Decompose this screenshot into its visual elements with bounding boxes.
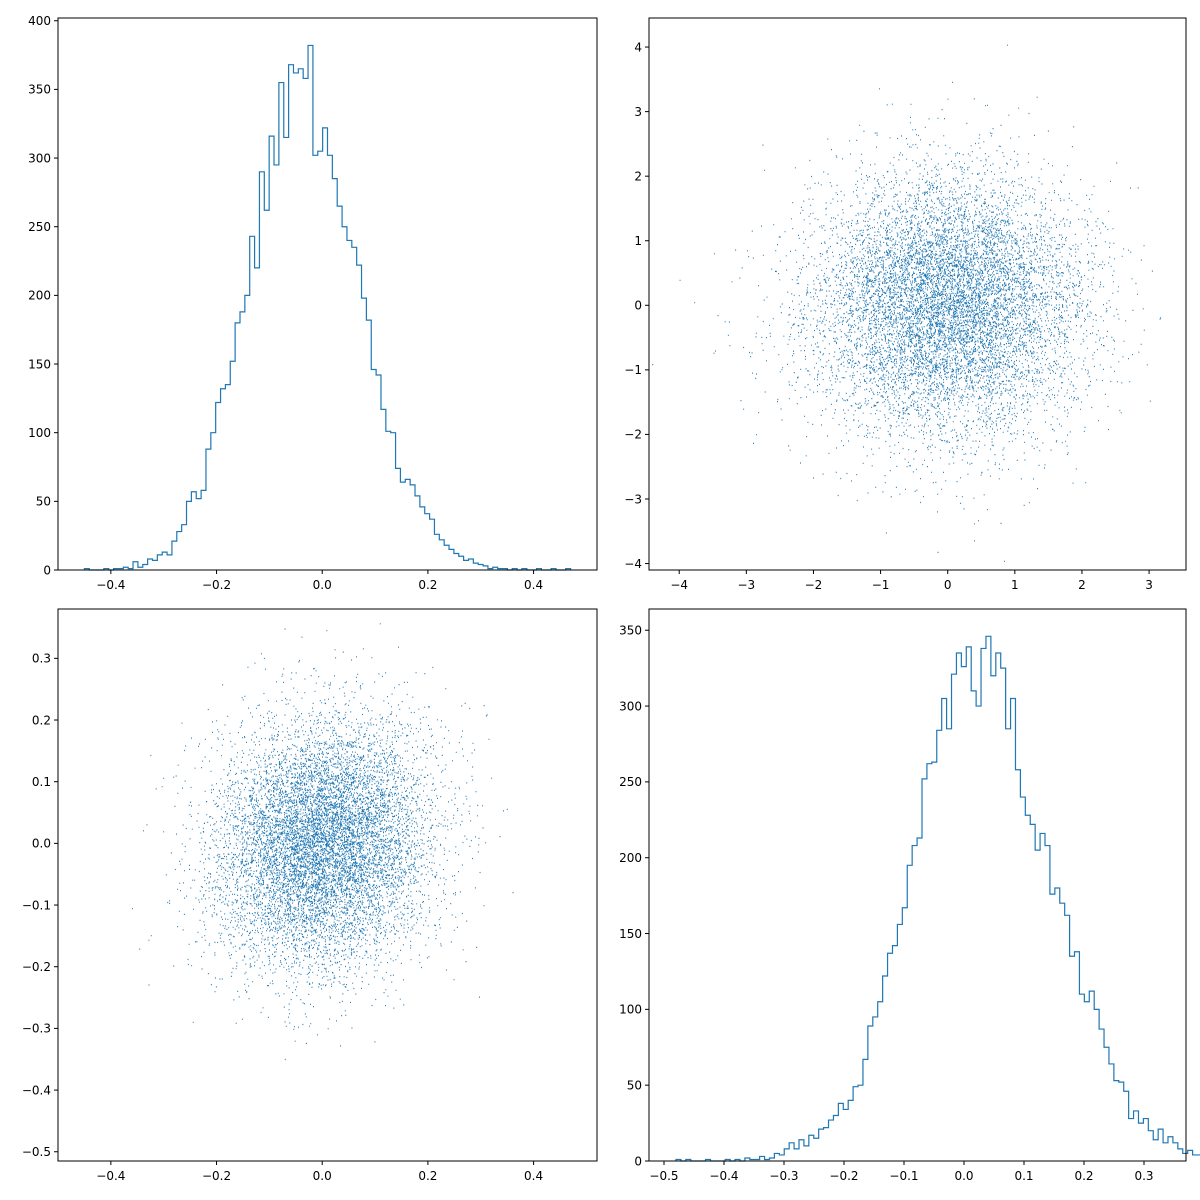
- y-tick-label: 0: [43, 563, 51, 577]
- axes-frame: [648, 17, 1187, 571]
- histogram-top-left: −0.4 −0.2 0.0 0.2 0.4 0 50 100 150 200 250 300 350 40…: [28, 14, 598, 592]
- axes-frame: [57, 17, 598, 571]
- y-tick-label: 0.3: [32, 652, 51, 666]
- scatter-points: [652, 44, 1162, 562]
- y-tick-label: −0.1: [22, 898, 51, 912]
- y-tick-label: 0.2: [32, 713, 51, 727]
- y-tick-label: 250: [619, 775, 642, 789]
- x-tick-label: 0: [944, 578, 952, 592]
- y-tick-label: −4: [624, 557, 642, 571]
- y-tick-label: 3: [634, 105, 642, 119]
- y-tick-label: 150: [28, 357, 51, 371]
- x-tick-label: 0.0: [313, 1169, 332, 1183]
- y-tick-label: −0.2: [22, 960, 51, 974]
- histogram-step-line: [83, 44, 572, 571]
- y-tick-label: −2: [624, 428, 642, 442]
- y-tick-label: −3: [624, 492, 642, 506]
- histogram-bottom-right: −0.5 −0.4 −0.3 −0.2 −0.1 0.0 0.1 0.2 0.3 0 50 100 15…: [619, 608, 1200, 1183]
- x-tick-label: 0.0: [313, 578, 332, 592]
- y-tick-label: 300: [28, 151, 51, 165]
- scatter-points: [132, 623, 514, 1061]
- scatter-top-right: −4 −3 −2 −1 0 1 2 3 −4 −3 −2 −1 0 1 2 3 4: [624, 17, 1187, 592]
- y-tick-label: 0.1: [32, 775, 51, 789]
- y-tick-label: 100: [619, 1003, 642, 1017]
- y-tick-label: 200: [619, 851, 642, 865]
- x-tick-label: 0.3: [1134, 1169, 1153, 1183]
- x-tick-label: −0.3: [769, 1169, 798, 1183]
- x-tick-label: −0.2: [829, 1169, 858, 1183]
- y-tick-label: 300: [619, 699, 642, 713]
- y-tick-label: 100: [28, 426, 51, 440]
- y-tick-label: −1: [624, 363, 642, 377]
- x-tick-label: −0.1: [889, 1169, 918, 1183]
- y-tick-label: 50: [36, 495, 51, 509]
- y-tick-label: 400: [28, 14, 51, 28]
- y-tick-label: 0.0: [32, 837, 51, 851]
- y-tick-label: 50: [627, 1078, 642, 1092]
- y-tick-label: −0.3: [22, 1022, 51, 1036]
- x-tick-label: 0.4: [524, 1169, 543, 1183]
- y-tick-label: 150: [619, 927, 642, 941]
- y-tick-label: 0: [634, 1154, 642, 1168]
- y-tick-label: 2: [634, 169, 642, 183]
- y-tick-label: 200: [28, 289, 51, 303]
- y-tick-label: −0.4: [22, 1083, 51, 1097]
- x-tick-label: −2: [805, 578, 823, 592]
- y-tick-label: 250: [28, 220, 51, 234]
- x-tick-label: 0.1: [1014, 1169, 1033, 1183]
- scatter-bottom-left: −0.4 −0.2 0.0 0.2 0.4 −0.5 −0.4 −0.3 −0.2 −0.1 0.0…: [22, 608, 598, 1183]
- y-tick-label: −0.5: [22, 1145, 51, 1159]
- y-tick-label: 1: [634, 234, 642, 248]
- x-tick-label: −4: [670, 578, 688, 592]
- x-tick-label: −3: [737, 578, 755, 592]
- x-tick-label: 2: [1078, 578, 1086, 592]
- x-tick-label: −0.4: [96, 1169, 125, 1183]
- x-tick-label: −0.2: [202, 578, 231, 592]
- x-tick-label: −1: [872, 578, 890, 592]
- x-tick-label: 0.2: [418, 578, 437, 592]
- y-tick-label: 4: [634, 40, 642, 54]
- y-tick-label: 0: [634, 299, 642, 313]
- x-tick-label: 0.2: [418, 1169, 437, 1183]
- x-tick-label: −0.5: [649, 1169, 678, 1183]
- y-tick-label: 350: [619, 624, 642, 638]
- x-tick-label: 0.0: [954, 1169, 973, 1183]
- x-tick-label: −0.4: [96, 578, 125, 592]
- axes-frame: [648, 608, 1187, 1162]
- x-tick-label: 3: [1145, 578, 1153, 592]
- y-tick-label: 350: [28, 83, 51, 97]
- x-tick-label: 0.2: [1074, 1169, 1093, 1183]
- x-tick-label: −0.4: [709, 1169, 738, 1183]
- x-tick-label: 0.4: [524, 578, 543, 592]
- x-tick-label: −0.2: [202, 1169, 231, 1183]
- x-tick-label: 1: [1011, 578, 1019, 592]
- histogram-step-line: [675, 635, 1200, 1162]
- axes-frame: [57, 608, 598, 1162]
